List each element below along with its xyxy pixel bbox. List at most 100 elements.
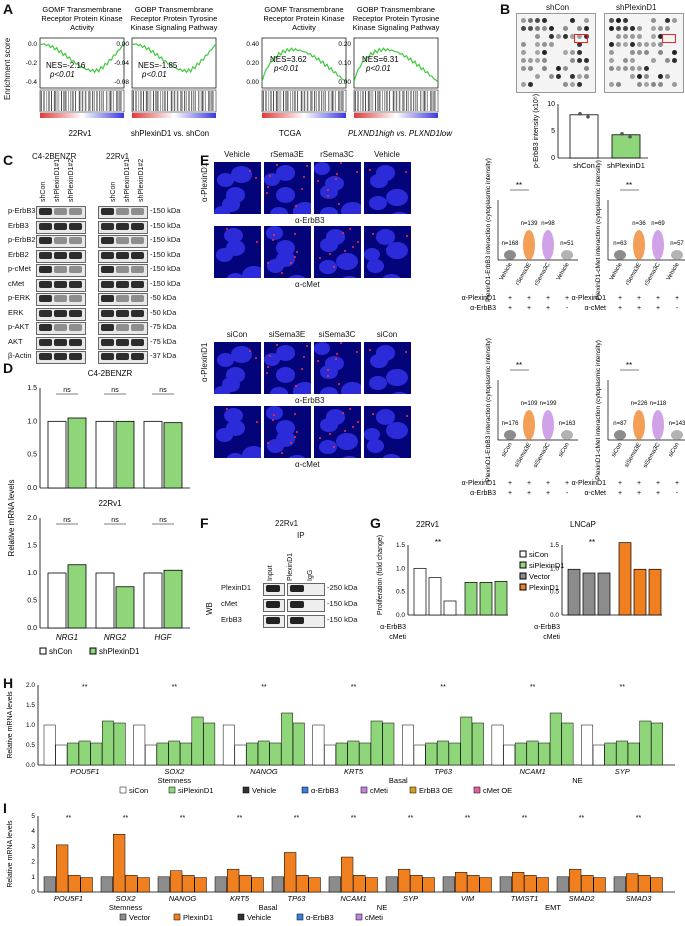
g-ylabel: Proliferation (fold change) [377,535,384,615]
nucleus [242,446,261,458]
array-spot [584,18,589,23]
gsea-caption: 22Rv1 [68,129,92,138]
gene-sig: ** [82,684,88,691]
gene-sig: ** [66,815,72,822]
pla-dot [335,358,337,360]
array-spot [616,66,621,71]
pla-dot [266,372,268,374]
c-band [116,237,129,244]
c-band [39,237,52,244]
nucleus [214,206,231,214]
g-bar [648,568,662,616]
pla-dot [306,345,308,347]
array-spot [658,42,663,47]
array-spot [577,58,582,63]
micrograph [214,226,261,278]
c-band [101,295,114,302]
gene-bar [246,742,259,766]
e-n: n=87 [613,421,627,427]
d-title: 22Rv1 [98,499,122,508]
gene-bar [524,875,537,893]
gene-bar [68,875,81,893]
gene-ytick: 1.5 [26,702,35,709]
e-n: n=143 [669,421,685,427]
g-legend-swatch [519,583,527,591]
c-row-kda: -50 kDa [150,307,177,317]
e-violin [652,230,664,260]
c-band [101,222,114,230]
array-spot [637,66,642,71]
array-spot [584,26,589,31]
gsea-tick: 0.40 [246,41,259,48]
nucleus [276,187,296,203]
array-spot [623,42,628,47]
gene-name: KRT5 [230,894,250,903]
g-legend-swatch [519,572,527,580]
panel-b-label-shcon: shCon [546,3,570,12]
array-spot [535,26,540,31]
gene-bar [616,740,629,766]
c-row-kda: -150 kDa [150,220,181,230]
f-lane: PlexinD1 [287,552,294,581]
array-spot [549,74,554,79]
e-matrix-label: α-PlexinD1 [572,295,606,302]
gene-legend-swatch [237,913,245,921]
nucleus [216,428,233,442]
array-highlight-box [574,34,588,43]
nucleus [264,173,281,187]
d-bar-shplexind1 [163,422,183,489]
array-spot [577,50,582,55]
c-lane-label: shCon [40,181,47,202]
gene-ytick: 2.0 [26,682,35,689]
gene-bar [638,875,651,893]
nucleus [386,422,408,440]
array-spot [616,18,621,23]
f-row-label: cMet [221,599,238,608]
array-spot [556,74,561,79]
e-n: n=98 [541,221,555,227]
nucleus [320,365,338,380]
gene-name: TP63 [434,767,453,776]
f-row-label: ErbB3 [221,615,242,624]
pla-dot [249,350,251,352]
e-n: n=36 [632,221,646,227]
array-spot [623,26,628,31]
c-band [54,208,67,215]
e-row-bottom: α-cMet [295,460,320,469]
pla-dot [294,413,296,415]
gene-group: Basal [389,776,408,785]
array-spot [651,82,656,87]
pla-dot [266,192,268,194]
array-spot [658,34,663,39]
e-violin [542,230,554,260]
pla-dot [296,431,298,433]
gene-bar [234,744,247,766]
panel-b-label-shplexind1: shPlexinD1 [616,3,657,12]
gene-bar [214,876,227,893]
g-sig: ** [435,538,441,547]
gene-bar [191,716,204,766]
c-band [69,295,82,302]
array-spot [563,34,568,39]
micrograph [314,406,361,458]
c-band [69,266,82,273]
e-matrix-cell: + [527,295,531,302]
gene-bar [549,712,562,766]
array-spot [672,18,677,23]
b-ytick: 10 [547,101,555,108]
gene-sig: ** [180,815,186,822]
e-n: n=176 [502,421,520,427]
c-row-kda: -75 kDa [150,322,177,331]
c-band [39,208,52,215]
c-band [116,251,129,259]
nucleus [369,196,387,211]
gene-bar [402,724,414,766]
f-lane: Input [267,565,274,581]
gene-bar [43,876,56,893]
gene-sig: ** [619,684,625,691]
e-matrix-cell: + [565,295,569,302]
pla-dot [249,170,251,172]
micrograph [364,406,411,458]
